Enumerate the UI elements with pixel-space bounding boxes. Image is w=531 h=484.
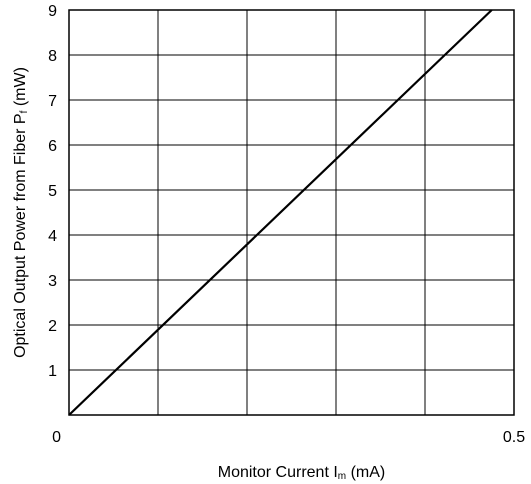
y-axis-label-subscript: f [19, 110, 30, 113]
x-axis-label-main: Monitor Current I [218, 464, 338, 481]
y-tick-label-6: 6 [48, 138, 57, 155]
y-tick-label-8: 8 [48, 48, 57, 65]
series-line-0 [68, 9, 493, 416]
x-tick-label-0: 0 [52, 429, 61, 446]
y-tick-label-7: 7 [48, 93, 57, 110]
grid-lines [68, 9, 515, 416]
x-tick-labels: 0 0.5 [52, 429, 525, 446]
y-tick-label-9: 9 [48, 3, 57, 20]
x-axis-label: Monitor Current Im (mA) [218, 464, 386, 482]
y-axis-label-main: Optical Output Power from Fiber P [12, 113, 29, 358]
x-tick-label-1: 0.5 [503, 429, 525, 446]
x-axis-label-unit: (mA) [346, 464, 385, 481]
x-axis-label-subscript: m [338, 471, 346, 482]
y-tick-label-3: 3 [48, 273, 57, 290]
y-tick-label-4: 4 [48, 228, 57, 245]
y-axis-label-unit: (mW) [12, 67, 29, 111]
plot-frame [68, 9, 515, 416]
y-tick-label-2: 2 [48, 318, 57, 335]
y-tick-label-5: 5 [48, 183, 57, 200]
y-tick-label-1: 1 [48, 363, 57, 380]
y-tick-labels: 1 2 3 4 5 6 7 8 9 [48, 3, 57, 380]
y-axis-label: Optical Output Power from Fiber Pf (mW) [12, 67, 30, 358]
series-lines [68, 9, 493, 416]
